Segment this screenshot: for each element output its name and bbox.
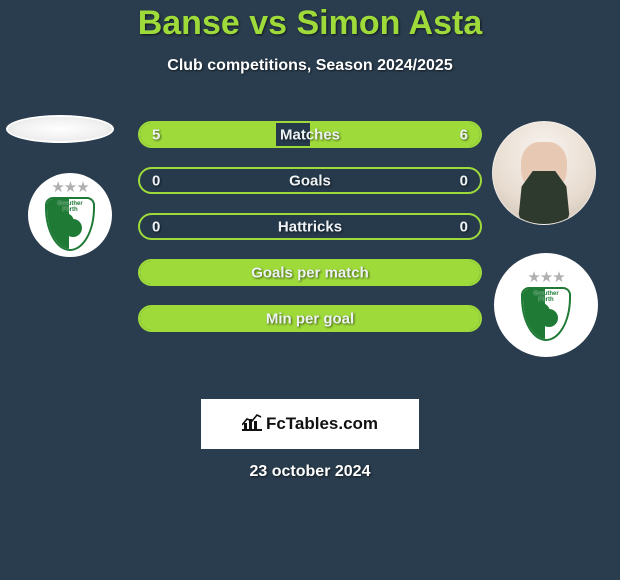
club-stars-icon: ★★★ [521,270,571,285]
stat-label: Matches [140,126,480,143]
brand-label: FcTables.com [242,413,378,436]
player-right-avatar [492,121,596,225]
date-text: 23 october 2024 [0,463,620,481]
stat-row: 56Matches [138,121,482,148]
stat-row: Goals per match [138,259,482,286]
chart-icon [242,413,262,436]
brand-text: FcTables.com [266,414,378,434]
club-shield-icon: GreutherFürth [521,287,571,341]
stat-row: 00Goals [138,167,482,194]
player-left-avatar [6,115,114,143]
main-area: ★★★ GreutherFürth ★★★ GreutherFürth 56Ma… [0,111,620,391]
comparison-widget: Banse vs Simon Asta Club competitions, S… [0,0,620,481]
stat-label: Min per goal [140,310,480,327]
stat-label: Goals [140,172,480,189]
club-shield-icon: GreutherFürth [45,197,95,251]
stat-row: 00Hattricks [138,213,482,240]
player-left-club-badge: ★★★ GreutherFürth [28,173,112,257]
stats-list: 56Matches 00Goals 00Hattricks Goals per mat… [138,121,482,351]
club-stars-icon: ★★★ [45,180,95,195]
stat-label: Goals per match [140,264,480,281]
club-badge-left-inner: ★★★ GreutherFürth [45,180,95,251]
brand-box[interactable]: FcTables.com [201,399,419,449]
player-right-club-badge: ★★★ GreutherFürth [494,253,598,357]
stat-label: Hattricks [140,218,480,235]
page-title: Banse vs Simon Asta [0,4,620,43]
stat-row: Min per goal [138,305,482,332]
subtitle: Club competitions, Season 2024/2025 [0,57,620,75]
club-badge-right-inner: ★★★ GreutherFürth [521,270,571,341]
